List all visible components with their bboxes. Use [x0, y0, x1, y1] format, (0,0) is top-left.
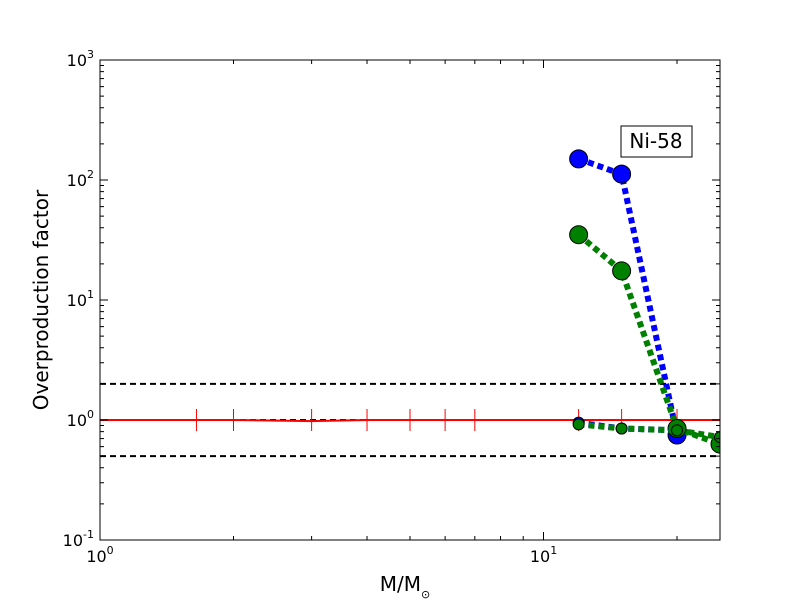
- y-tick-label-2: 101: [67, 288, 94, 310]
- y-tick-base: 10: [67, 171, 87, 190]
- y-tick-exp: 3: [87, 48, 94, 61]
- y-tick-base: 10: [63, 531, 83, 550]
- series-3-point-1: [615, 422, 628, 435]
- plot-area: [100, 60, 720, 540]
- x-tick-exp: 0: [107, 544, 114, 557]
- x-axis-label-main: M/M: [380, 572, 421, 596]
- y-axis-label: Overproduction factor: [29, 189, 53, 410]
- x-tick-exp: 1: [550, 544, 557, 557]
- series-layer: [569, 149, 720, 454]
- series-1-point-0: [569, 225, 589, 245]
- series-3-point-3: [714, 431, 720, 444]
- red-line: [100, 419, 720, 423]
- series-1-point-1: [612, 261, 632, 281]
- series-3-point-2: [671, 424, 684, 437]
- x-tick-base: 10: [530, 547, 550, 566]
- series-0-point-0: [569, 149, 589, 169]
- y-tick-label-3: 102: [67, 168, 94, 190]
- y-tick-exp: 0: [87, 408, 94, 421]
- x-axis-label-subscript: ⊙: [421, 588, 430, 600]
- y-tick-label-1: 100: [67, 408, 94, 430]
- y-tick-base: 10: [67, 51, 87, 70]
- series-0-point-1: [612, 164, 632, 184]
- series-3-point-0: [572, 418, 585, 431]
- annotation-box: [620, 125, 693, 158]
- annotation-layer: Ni-58: [620, 125, 693, 158]
- annotation-label: Ni-58: [629, 129, 682, 153]
- y-tick-label-0: 10-1: [63, 528, 94, 550]
- x-tick-label-1: 101: [530, 544, 557, 566]
- x-tick-label-0: 100: [86, 544, 113, 566]
- series-3-line: [578, 421, 720, 441]
- y-tick-base: 10: [67, 291, 87, 310]
- x-tick-base: 10: [86, 547, 106, 566]
- x-axis-label: M/M⊙: [380, 572, 430, 600]
- y-tick-exp: -1: [83, 528, 94, 541]
- y-tick-label-4: 103: [67, 48, 94, 70]
- y-tick-base: 10: [67, 411, 87, 430]
- y-tick-exp: 2: [87, 168, 94, 181]
- y-tick-exp: 1: [87, 288, 94, 301]
